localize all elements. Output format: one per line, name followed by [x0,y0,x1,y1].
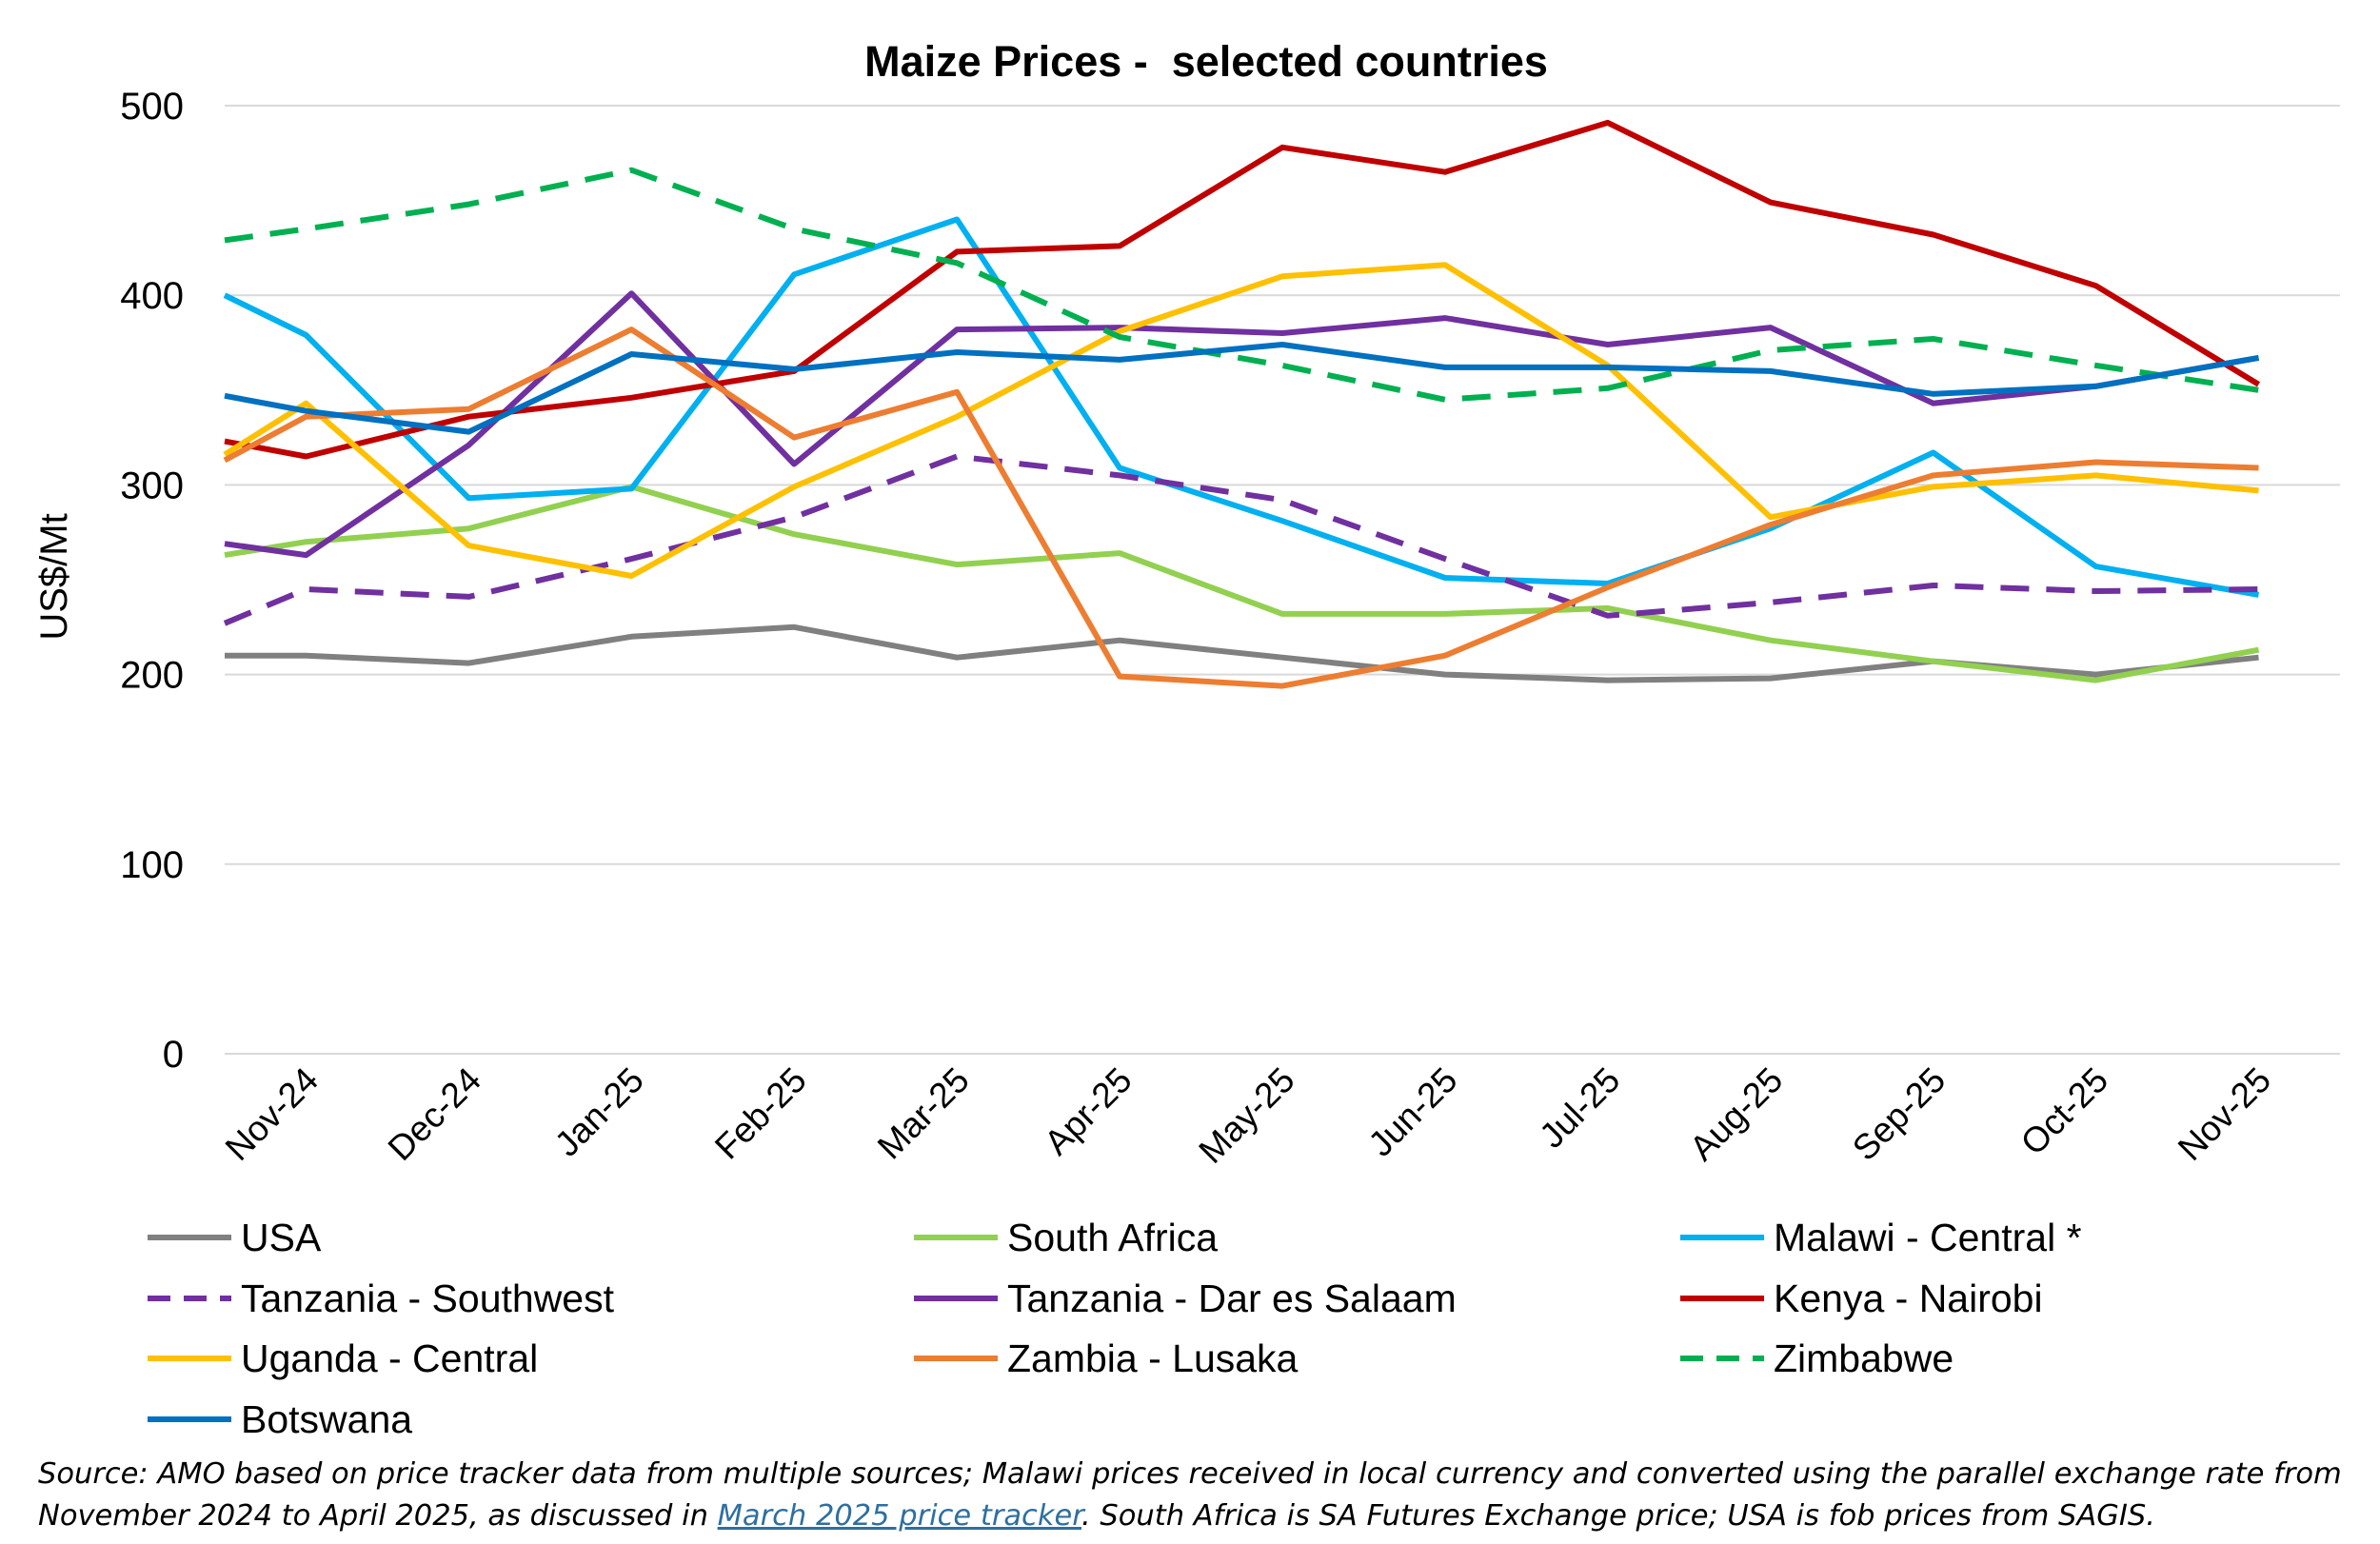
x-tick-label: Oct-25 [2013,1060,2116,1163]
legend-label: Malawi - Central * [1774,1216,2082,1259]
legend-label: Tanzania - Southwest [241,1277,615,1320]
x-tick-labels: Nov-24 Dec-24 Jan-25 Feb-25 Mar-25 Apr-25 May-… [218,1060,2278,1171]
x-tick-label: Jul-25 [1532,1060,1627,1156]
source-note-tail: . South Africa is SA Futures Exchange pr… [1081,1499,2155,1533]
series-line-south-africa [224,484,2260,683]
series-line-uganda-central [223,262,2259,579]
x-tick-label: Nov-24 [218,1060,326,1168]
legend-label: Tanzania - Dar es Salaam [1007,1277,1457,1320]
y-tick-label: 200 [120,655,184,697]
x-tick-label: Feb-25 [707,1060,814,1167]
source-note-text: Source: AMO based on price tracker data … [38,1457,2342,1533]
legend-label: USA [241,1216,322,1259]
x-tick-label: Jan-25 [547,1060,651,1164]
legend-label: Zimbabwe [1774,1336,1954,1380]
y-tick-label: 0 [163,1034,184,1076]
y-tick-label: 100 [120,844,184,886]
x-tick-label: Aug-25 [1682,1060,1790,1168]
source-note: Source: AMO based on price tracker data … [38,1454,2361,1537]
series-line-botswana [224,342,2260,435]
x-tick-label: Nov-25 [2171,1060,2278,1168]
series-line-tanzania-southwest [223,453,2259,626]
y-tick-label: 400 [120,275,184,317]
legend-label: Zambia - Lusaka [1007,1336,1299,1380]
x-tick-label: Sep-25 [1845,1060,1953,1168]
legend-label: Kenya - Nairobi [1774,1277,2043,1320]
x-tick-label: Apr-25 [1037,1060,1140,1163]
legend: USA South Africa Malawi - Central * Tanzani… [148,1216,2082,1441]
series-line-usa [225,624,2259,683]
y-tick-label: 500 [120,86,184,128]
price-tracker-link[interactable]: March 2025 price tracker [717,1499,1081,1533]
legend-label: South Africa [1007,1216,1218,1259]
legend-label: Uganda - Central [241,1336,538,1380]
x-tick-label: Dec-24 [381,1060,488,1168]
x-tick-label: May-25 [1191,1060,1301,1171]
legend-label: Botswana [241,1397,412,1441]
series-line-zambia-lusaka [223,327,2259,689]
gridlines [225,105,2340,1055]
y-axis-label: US$/Mt [33,513,75,640]
series-lines [223,119,2261,689]
y-tick-label: 300 [120,465,184,506]
series-line-zimbabwe [224,167,2259,403]
x-tick-label: Jun-25 [1361,1060,1465,1164]
x-tick-label: Mar-25 [870,1060,977,1167]
y-tick-labels: 0 100 200 300 400 500 [120,86,184,1076]
series-line-kenya-nairobi [224,119,2261,460]
chart-title: Maize Prices - selected countries [864,37,1548,86]
series-line-malawi-central [223,216,2260,598]
